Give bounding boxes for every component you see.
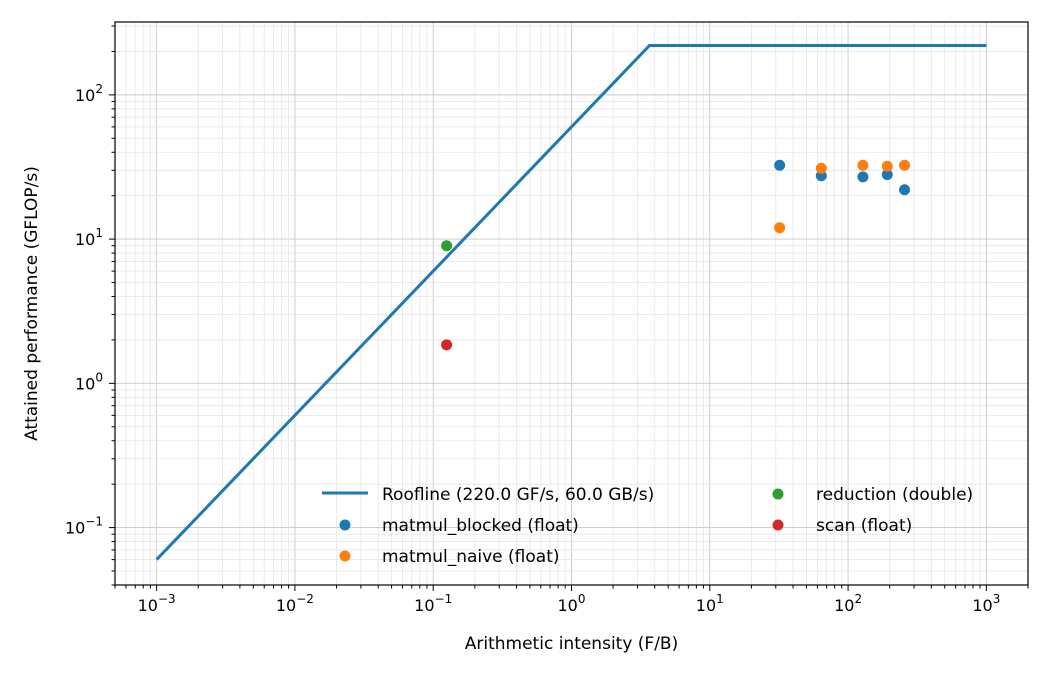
legend: Roofline (220.0 GF/s, 60.0 GB/s) matmul_…: [322, 485, 973, 567]
y-axis-label: Attained performance (GFLOP/s): [22, 166, 42, 441]
x-tick-label: 10−1: [414, 592, 452, 615]
x-tick-label: 10−3: [138, 592, 176, 615]
legend-scan-swatch: [772, 519, 784, 531]
x-tick-label: 103: [972, 592, 1000, 615]
roofline-layer: [155, 44, 987, 561]
scatter-point-series-1: [774, 222, 786, 234]
y-tick-label: 10−1: [65, 515, 103, 538]
roofline-line: [155, 44, 987, 561]
legend-scan-label: scan (float): [816, 516, 912, 536]
scatter-point-series-1: [881, 160, 893, 172]
y-tick-label: 102: [75, 82, 103, 105]
scatter-point-series-0: [857, 171, 869, 183]
legend-matmul-blocked-swatch: [339, 519, 351, 531]
legend-roofline-label: Roofline (220.0 GF/s, 60.0 GB/s): [382, 485, 654, 505]
legend-reduction-swatch: [772, 488, 784, 500]
scatter-point-series-0: [881, 169, 893, 181]
legend-matmul-blocked-label: matmul_blocked (float): [382, 516, 579, 536]
legend-matmul-naive-swatch: [339, 550, 351, 562]
x-tick-label: 101: [696, 592, 724, 615]
scatter-point-series-1: [815, 162, 827, 174]
axis-ticks: 10−3 10−2 10−1 100 101 102 103 10−1 100 101 102: [65, 25, 1029, 615]
scatter-point-series-0: [774, 159, 786, 171]
scatter-point-series-1: [857, 159, 869, 171]
x-axis-label: Arithmetic intensity (F/B): [465, 634, 678, 654]
legend-matmul-naive-label: matmul_naive (float): [382, 547, 560, 567]
x-tick-label: 10−2: [276, 592, 314, 615]
scatter-point-series-3: [441, 339, 453, 351]
scatter-point-series-2: [441, 240, 453, 252]
legend-reduction-label: reduction (double): [816, 485, 973, 505]
x-tick-label: 100: [558, 592, 586, 615]
scatter-point-series-1: [899, 159, 911, 171]
data-points: [441, 159, 911, 351]
x-tick-label: 102: [834, 592, 862, 615]
y-tick-label: 100: [75, 370, 103, 393]
scatter-point-series-0: [899, 184, 911, 196]
y-tick-label: 101: [75, 226, 103, 249]
